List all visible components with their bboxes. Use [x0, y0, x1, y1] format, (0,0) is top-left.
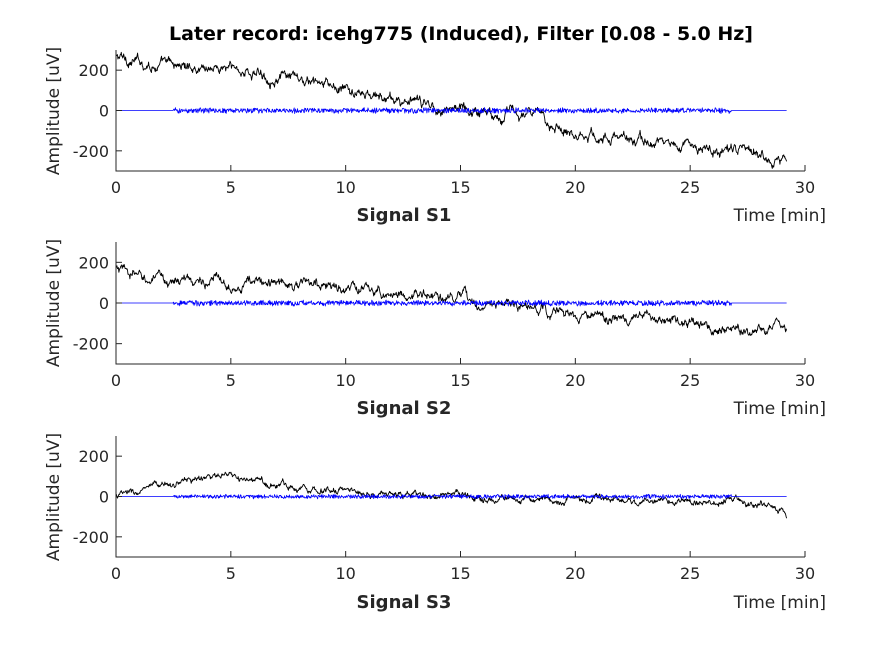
y-axis-label: Amplitude [uV]	[44, 239, 64, 367]
y-tick-label: 200	[78, 447, 109, 466]
y-axis-label: Amplitude [uV]	[44, 47, 64, 175]
x-tick-label: 15	[450, 564, 470, 583]
y-tick-label: 0	[99, 102, 109, 121]
y-tick-label: 200	[78, 61, 109, 80]
x-tick-label: 25	[680, 371, 700, 390]
x-tick-label: 10	[335, 178, 355, 197]
x-tick-label: 0	[111, 178, 121, 197]
x-tick-label: 5	[226, 564, 236, 583]
y-tick-label: 0	[99, 488, 109, 507]
x-axis-label: Time [min]	[733, 206, 826, 226]
x-tick-label: 30	[795, 371, 815, 390]
y-tick-label: -200	[73, 335, 109, 354]
x-tick-label: 5	[226, 371, 236, 390]
x-tick-label: 20	[565, 178, 585, 197]
x-tick-label: 20	[565, 564, 585, 583]
y-tick-label: 200	[78, 253, 109, 272]
x-tick-label: 0	[111, 564, 121, 583]
x-tick-label: 25	[680, 564, 700, 583]
subplot-label: Signal S2	[357, 398, 452, 419]
subplot-label: Signal S1	[357, 205, 452, 226]
figure-title: Later record: icehg775 (Induced), Filter…	[169, 23, 753, 45]
subplot-label: Signal S3	[357, 592, 452, 613]
series-line-raw	[115, 263, 788, 336]
series-line-filtered	[116, 107, 787, 114]
x-tick-label: 25	[680, 178, 700, 197]
x-tick-label: 5	[226, 178, 236, 197]
series-line-filtered	[116, 299, 787, 307]
x-axis-label: Time [min]	[733, 593, 826, 613]
x-tick-label: 0	[111, 371, 121, 390]
x-tick-label: 30	[795, 564, 815, 583]
y-tick-label: -200	[73, 528, 109, 547]
y-axis-label: Amplitude [uV]	[44, 433, 64, 561]
series-line-raw	[115, 51, 788, 169]
x-axis-label: Time [min]	[733, 399, 826, 419]
x-tick-label: 10	[335, 371, 355, 390]
y-tick-label: 0	[99, 294, 109, 313]
y-tick-label: -200	[73, 142, 109, 161]
x-tick-label: 15	[450, 178, 470, 197]
x-tick-label: 15	[450, 371, 470, 390]
x-tick-label: 20	[565, 371, 585, 390]
series-line-raw	[115, 471, 788, 519]
series-line-filtered	[116, 493, 787, 500]
x-tick-label: 10	[335, 564, 355, 583]
x-tick-label: 30	[795, 178, 815, 197]
